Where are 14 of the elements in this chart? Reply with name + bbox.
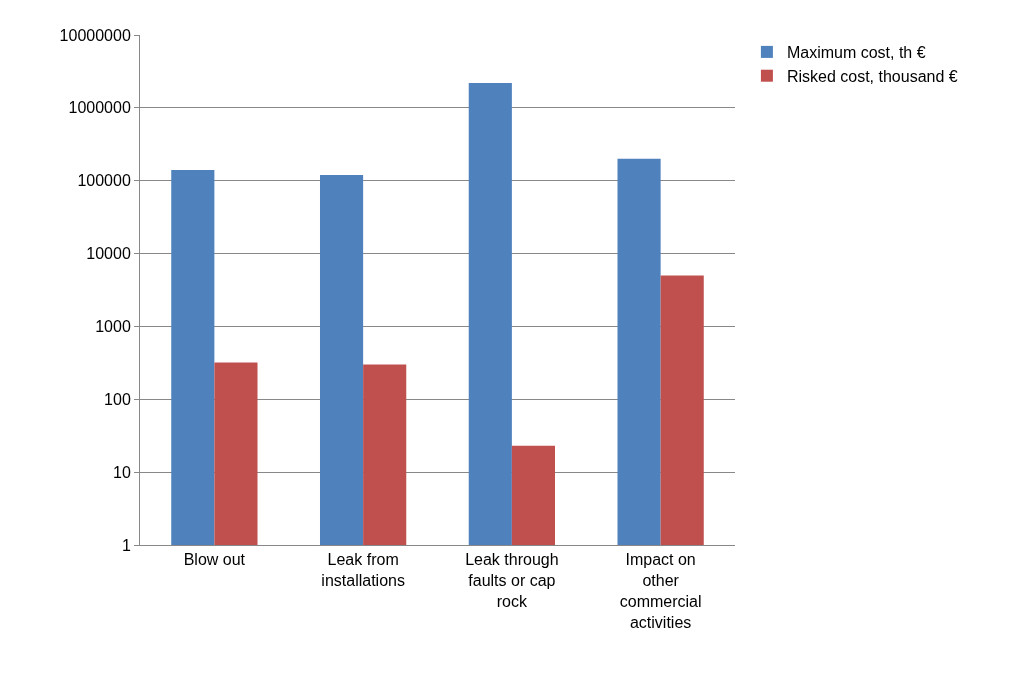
- y-tick-label: 1000: [95, 318, 131, 336]
- y-tick-label: 10000: [86, 245, 131, 263]
- y-tick-label: 100: [104, 390, 131, 408]
- x-tick-label: Impact on other commercial activities: [619, 551, 702, 631]
- x-tick-label: Blow out: [183, 551, 246, 569]
- y-tick-label: 10: [113, 463, 131, 481]
- x-tick-label: Leak through faults or cap rock: [465, 551, 559, 610]
- legend-label: Maximum cost, th €: [786, 44, 926, 62]
- y-tick-label: 1: [121, 536, 131, 554]
- y-tick-label: 1000000: [68, 99, 131, 117]
- x-tick-label: Leak from installations: [321, 551, 405, 589]
- y-tick-label: 100000: [77, 172, 131, 190]
- y-tick-label: 10000000: [59, 26, 131, 44]
- legend-label: Risked cost, thousand €: [786, 67, 958, 85]
